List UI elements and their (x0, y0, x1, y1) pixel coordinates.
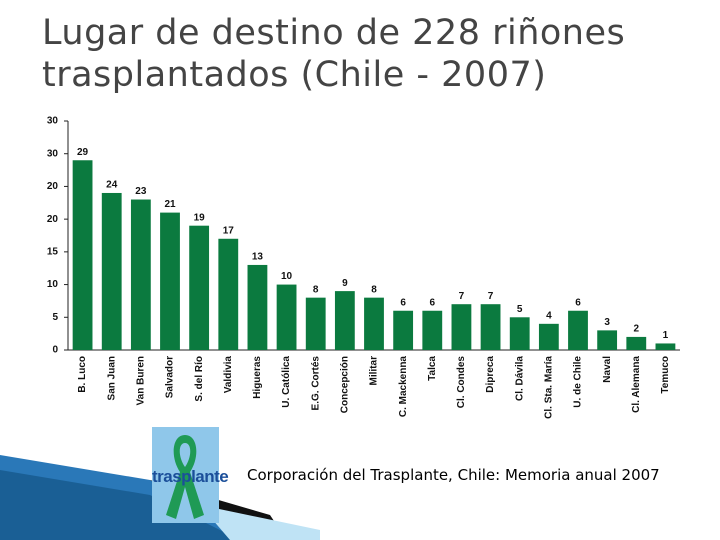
value-label: 6 (575, 297, 581, 308)
logo-text: trasplante (152, 467, 229, 486)
value-label: 24 (106, 180, 118, 191)
x-tick-label: Naval (602, 356, 613, 383)
value-label: 19 (194, 212, 206, 223)
x-tick-label: Cl. Dávila (514, 356, 525, 401)
value-label: 6 (400, 297, 406, 308)
value-label: 5 (517, 304, 523, 315)
x-tick-label: C. Mackenna (398, 356, 409, 418)
x-tick-label: Van Buren (135, 356, 146, 405)
x-tick-label: Militar (369, 356, 380, 386)
bar (393, 310, 414, 350)
value-label: 2 (634, 324, 640, 335)
value-label: 8 (313, 284, 319, 295)
bar (451, 304, 472, 350)
bar (568, 310, 588, 350)
value-label: 13 (252, 252, 264, 263)
bar (189, 225, 210, 350)
ribbon (166, 435, 204, 519)
x-tick-label: Cl. Condes (456, 356, 467, 409)
x-tick-label: Temuco (660, 356, 671, 394)
x-tick-label: Concepción (339, 356, 350, 413)
bar (422, 310, 443, 350)
bar (480, 304, 501, 350)
x-tick-label: Dipreca (485, 356, 496, 393)
slide-title: Lugar de destino de 228 riñones trasplan… (42, 13, 626, 95)
x-tick-label: Higueras (252, 356, 263, 399)
y-tick-label: 5 (52, 312, 58, 323)
bar (130, 199, 151, 350)
x-tick-label: Salvador (165, 356, 176, 398)
bar (218, 238, 239, 350)
bar (276, 284, 297, 350)
value-label: 7 (488, 291, 494, 302)
y-tick-label: 0 (52, 345, 58, 356)
value-label: 3 (604, 317, 610, 328)
bar (101, 192, 122, 350)
bar (538, 323, 559, 350)
x-tick-label: Cl. Sta. María (543, 356, 554, 419)
bar (509, 317, 530, 350)
y-tick-label: 20 (47, 214, 59, 225)
value-label: 4 (546, 310, 552, 321)
x-tick-label: S. del Río (194, 356, 205, 402)
x-tick-label: E.G. Cortés (310, 356, 321, 411)
value-label: 8 (371, 284, 377, 295)
x-tick-label: B. Luco (77, 356, 88, 393)
decor-swoosh (200, 505, 320, 540)
y-tick-label: 20 (47, 181, 59, 192)
value-label: 17 (223, 225, 235, 236)
bar (655, 343, 676, 350)
bar (334, 291, 355, 350)
value-label: 9 (342, 278, 348, 289)
y-tick-label: 15 (47, 246, 59, 257)
bar (597, 330, 618, 350)
value-label: 23 (135, 186, 147, 197)
value-label: 6 (430, 297, 436, 308)
y-tick-label: 30 (47, 148, 59, 159)
value-label: 7 (459, 291, 465, 302)
source-note: Corporación del Trasplante, Chile: Memor… (247, 466, 660, 484)
x-tick-label: Cl. Alemana (631, 356, 642, 413)
value-label: 1 (663, 330, 669, 341)
bar (72, 160, 93, 350)
bar (364, 297, 384, 350)
bar (247, 264, 268, 350)
x-tick-label: U. Católica (281, 356, 292, 408)
x-tick-label: San Juan (106, 356, 117, 400)
y-tick-label: 10 (47, 279, 59, 290)
bar (160, 212, 180, 350)
logo-ribbon (166, 435, 204, 519)
value-label: 21 (164, 199, 176, 210)
value-label: 29 (77, 147, 89, 158)
x-tick-label: Talca (427, 356, 438, 381)
y-tick-label: 30 (47, 116, 59, 127)
logo: trasplante (152, 427, 229, 523)
x-tick-label: U. de Chile (573, 356, 584, 408)
x-tick-label: Valdivia (223, 356, 234, 394)
bar (626, 336, 647, 350)
bar (305, 297, 326, 350)
value-label: 10 (281, 271, 293, 282)
